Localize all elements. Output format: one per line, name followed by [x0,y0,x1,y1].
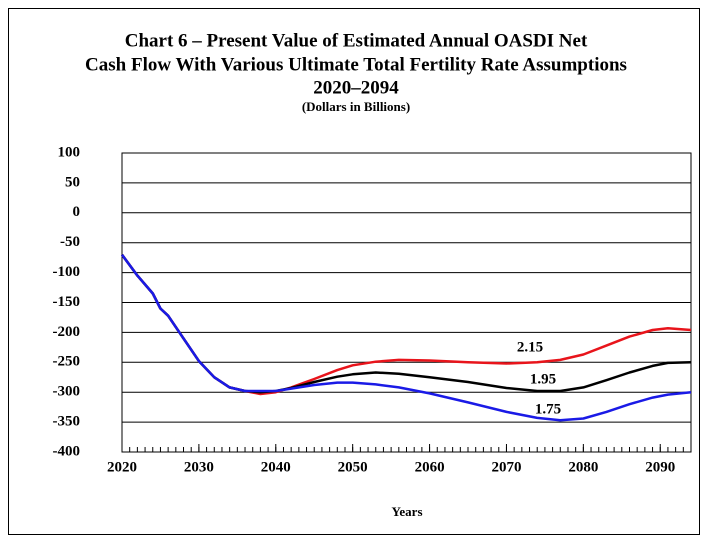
x-tick-label: 2030 [184,459,214,475]
series-label: 1.75 [535,401,561,417]
x-tick-label: 2090 [645,459,675,475]
series-line [120,253,692,422]
y-tick-label: 0 [73,204,81,220]
x-axis-label: Years [391,504,422,519]
y-tick-label: -150 [53,294,81,310]
chart-title: 2020–2094 [313,77,399,98]
y-tick-label: -250 [53,354,81,370]
chart-title: Chart 6 – Present Value of Estimated Ann… [125,30,588,51]
chart-subtitle: (Dollars in Billions) [302,99,410,114]
chart-title: Cash Flow With Various Ultimate Total Fe… [85,54,627,75]
chart-border [8,8,700,535]
y-tick-label: -100 [53,264,81,280]
y-tick-label: -50 [60,234,80,250]
x-tick-label: 2040 [261,459,291,475]
x-tick-label: 2020 [107,459,137,475]
x-tick-label: 2050 [338,459,368,475]
y-tick-label: -400 [53,443,81,459]
series-label: 1.95 [530,371,556,387]
series-label: 2.15 [517,339,543,355]
y-tick-label: 100 [58,144,81,160]
y-tick-label: 50 [65,174,80,190]
x-tick-label: 2060 [415,459,445,475]
y-tick-label: -300 [53,384,81,400]
y-tick-label: -350 [53,414,81,430]
y-tick-label: -200 [53,324,81,340]
x-tick-label: 2080 [568,459,598,475]
x-tick-label: 2070 [491,459,521,475]
